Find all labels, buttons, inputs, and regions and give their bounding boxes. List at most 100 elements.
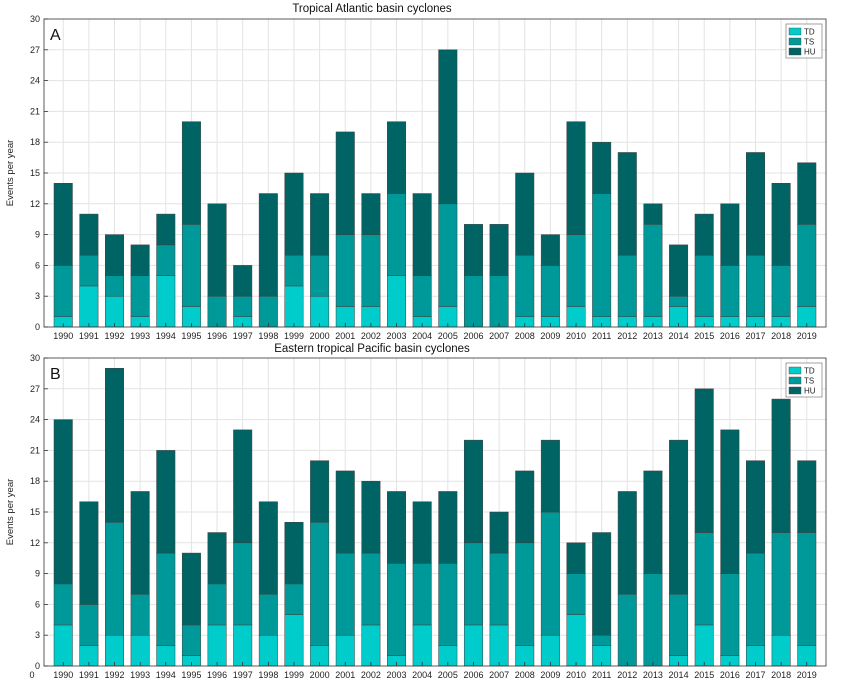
bar-ts-2007: [489, 552, 509, 626]
bar-ts-2001: [335, 552, 355, 636]
y-tick-label: 24: [30, 76, 40, 86]
bar-hu-2018: [771, 398, 791, 533]
x-tick-label: 1999: [284, 670, 304, 680]
bar-ts-2006: [463, 542, 483, 626]
bar-ts-1994: [156, 552, 176, 646]
bar-hu-2014: [669, 244, 689, 297]
legend-label-td: TD: [804, 28, 815, 37]
legend-label-ts: TS: [804, 38, 814, 47]
bar-ts-2011: [592, 193, 612, 317]
y-tick-label: 30: [30, 353, 40, 363]
bar-ts-2007: [489, 275, 509, 328]
bar-hu-2016: [720, 203, 740, 266]
bar-ts-2013: [643, 224, 663, 317]
x-tick-label: 1993: [130, 670, 150, 680]
legend-swatch-hu: [788, 386, 802, 395]
x-tick-label: 1997: [233, 670, 253, 680]
x-tick-label: 2006: [463, 331, 483, 341]
bar-hu-1998: [258, 501, 278, 595]
bar-ts-2012: [617, 254, 637, 317]
bar-hu-2019: [797, 460, 817, 533]
y-tick-label: 12: [30, 538, 40, 548]
bar-hu-2000: [310, 193, 330, 256]
bar-ts-1999: [284, 583, 304, 615]
bar-ts-2008: [515, 542, 535, 646]
bar-ts-2002: [361, 552, 381, 626]
x-tick-label: 1991: [79, 331, 99, 341]
x-tick-label: 1991: [79, 670, 99, 680]
x-tick-label: 1997: [233, 331, 253, 341]
x-tick-label: 1995: [181, 331, 201, 341]
x-tick-label: 2006: [463, 670, 483, 680]
y-tick-label: 21: [30, 106, 40, 116]
bar-ts-2016: [720, 573, 740, 656]
x-tick-label: 2004: [412, 331, 432, 341]
bar-ts-2019: [797, 224, 817, 307]
bar-hu-1990: [53, 183, 73, 266]
bar-ts-2009: [540, 265, 560, 317]
bar-ts-2013: [643, 573, 663, 667]
x-tick-label: 2004: [412, 670, 432, 680]
y-tick-label: 6: [35, 260, 40, 270]
bar-hu-1994: [156, 213, 176, 246]
bar-hu-2004: [412, 501, 432, 564]
bar-hu-1992: [105, 368, 124, 523]
bar-td-1991: [79, 285, 99, 328]
y-tick-label: 0: [35, 661, 40, 671]
bar-hu-1990: [53, 419, 73, 585]
x-origin-label: 0: [29, 670, 34, 680]
bar-ts-2015: [694, 254, 714, 317]
x-tick-label: 1994: [156, 331, 176, 341]
bar-td-1990: [53, 624, 73, 667]
y-tick-label: 6: [35, 599, 40, 609]
y-tick-label: 27: [30, 384, 40, 394]
bar-ts-1998: [258, 295, 278, 328]
bar-ts-1991: [79, 604, 99, 646]
x-tick-label: 2003: [387, 670, 407, 680]
x-tick-label: 2017: [745, 331, 765, 341]
bar-td-2009: [540, 634, 560, 667]
x-tick-label: 2000: [310, 670, 330, 680]
bar-ts-2015: [694, 532, 714, 626]
x-tick-label: 2010: [566, 670, 586, 680]
x-tick-label: 1994: [156, 670, 176, 680]
bar-ts-2016: [720, 265, 740, 317]
x-tick-label: 2015: [694, 670, 714, 680]
bar-ts-2000: [310, 254, 330, 297]
y-tick-label: 30: [30, 14, 40, 24]
bar-hu-2004: [412, 193, 432, 276]
x-tick-label: 1998: [258, 331, 278, 341]
legend-label-td: TD: [804, 367, 815, 376]
bar-td-1992: [105, 634, 124, 667]
legend-swatch-ts: [788, 376, 802, 385]
y-tick-label: 12: [30, 199, 40, 209]
bar-ts-2003: [387, 193, 407, 276]
bar-ts-2017: [746, 552, 765, 646]
bar-ts-2000: [310, 522, 330, 646]
bar-ts-1994: [156, 244, 176, 276]
bar-hu-2007: [489, 224, 509, 276]
bar-hu-2006: [463, 224, 483, 276]
bar-ts-1990: [53, 583, 73, 626]
legend-label-ts: TS: [804, 377, 814, 386]
bar-hu-1991: [79, 501, 99, 605]
chart-panel-B: 0 3 6 9 12 15 18 21 24 27 30 1990 1991 1992 1993 1994 19…: [5, 343, 827, 680]
bar-ts-2014: [669, 593, 689, 656]
x-tick-label: 2014: [669, 670, 689, 680]
y-tick-label: 0: [35, 322, 40, 332]
bar-td-2015: [694, 624, 714, 667]
bar-hu-2011: [592, 532, 612, 636]
bar-hu-1998: [258, 193, 278, 297]
x-tick-label: 2013: [643, 331, 663, 341]
bar-hu-2012: [617, 152, 637, 256]
bar-hu-2005: [438, 49, 458, 205]
bar-hu-2006: [463, 439, 483, 544]
legend-swatch-ts: [788, 37, 802, 46]
x-tick-label: 2005: [438, 670, 458, 680]
x-tick-label: 2008: [515, 331, 535, 341]
bar-td-2006: [463, 624, 483, 667]
bar-ts-1996: [207, 583, 227, 626]
bar-hu-1993: [130, 491, 150, 595]
y-tick-label: 27: [30, 45, 40, 55]
bar-ts-1995: [181, 224, 201, 307]
